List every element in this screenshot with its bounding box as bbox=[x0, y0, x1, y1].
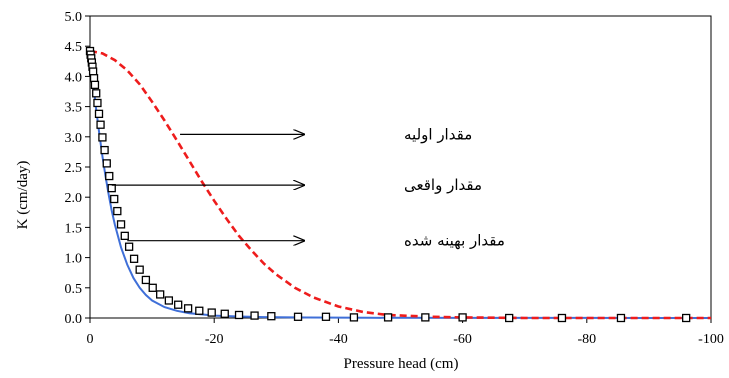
data-point bbox=[195, 306, 204, 315]
data-point bbox=[96, 120, 105, 129]
x-axis-title: Pressure head (cm) bbox=[344, 356, 459, 372]
data-point bbox=[98, 133, 107, 142]
data-point bbox=[94, 109, 104, 118]
data-point bbox=[135, 265, 144, 274]
annotation-label: مقدار اولیه bbox=[404, 125, 472, 143]
annotations: مقدار اولیه مقدار واقعی مقدار بهینه شده bbox=[111, 125, 505, 250]
plot-area bbox=[89, 15, 712, 319]
solid-series-line bbox=[89, 52, 712, 319]
y-tick-label: 0.0 bbox=[65, 312, 83, 327]
data-point bbox=[90, 80, 100, 90]
data-point bbox=[148, 283, 157, 292]
data-point bbox=[110, 194, 119, 204]
data-point bbox=[120, 231, 129, 241]
data-point bbox=[92, 89, 101, 98]
series-layer bbox=[85, 46, 712, 323]
data-point bbox=[93, 98, 102, 108]
y-tick-label: 1.5 bbox=[65, 221, 83, 236]
x-tick-label: -100 bbox=[698, 332, 724, 347]
x-tick-label: -80 bbox=[577, 332, 596, 347]
data-point bbox=[100, 145, 109, 155]
y-tick-label: 4.5 bbox=[65, 40, 83, 55]
x-axis: 0 -20 -40 -60 -80 -100 bbox=[87, 318, 724, 347]
annotation-label: مقدار بهینه شده bbox=[404, 232, 505, 250]
y-tick-label: 1.0 bbox=[65, 252, 83, 267]
data-point bbox=[557, 313, 567, 323]
x-tick-label: -40 bbox=[329, 332, 348, 347]
data-point bbox=[616, 313, 626, 323]
y-tick-label: 0.5 bbox=[65, 282, 83, 297]
data-point bbox=[124, 242, 134, 251]
data-point bbox=[293, 312, 303, 321]
data-point bbox=[220, 309, 229, 318]
dashed-series-line bbox=[89, 49, 711, 320]
data-point bbox=[141, 275, 151, 285]
x-tick-label: -60 bbox=[453, 332, 472, 347]
data-point bbox=[116, 220, 126, 229]
data-point bbox=[505, 313, 514, 323]
y-tick-label: 5.0 bbox=[65, 10, 83, 25]
data-point bbox=[421, 313, 430, 322]
data-point bbox=[174, 300, 183, 309]
data-point bbox=[129, 254, 139, 263]
data-point bbox=[102, 159, 111, 168]
data-point bbox=[156, 290, 165, 299]
data-point bbox=[267, 312, 276, 321]
data-point bbox=[88, 67, 98, 76]
data-point bbox=[105, 171, 114, 181]
data-point bbox=[89, 74, 99, 83]
plot-border bbox=[89, 15, 712, 319]
data-point bbox=[321, 312, 331, 321]
data-point bbox=[234, 310, 244, 320]
y-tick-label: 4.0 bbox=[65, 70, 83, 85]
data-point bbox=[458, 313, 467, 322]
data-point bbox=[207, 308, 216, 317]
x-tick-label: -20 bbox=[205, 332, 224, 347]
x-tick-label: 0 bbox=[87, 332, 94, 347]
y-tick-label: 2.5 bbox=[65, 161, 83, 176]
y-tick-label: 3.0 bbox=[65, 131, 83, 146]
y-axis: 0.0 0.5 1.0 1.5 2.0 2.5 3.0 3.5 4.0 4.5 5.0 bbox=[65, 10, 90, 327]
data-point bbox=[682, 313, 691, 323]
data-point bbox=[164, 296, 174, 305]
data-point bbox=[349, 313, 359, 322]
annotation-label: مقدار واقعی bbox=[404, 176, 482, 194]
data-point bbox=[383, 313, 393, 322]
data-point bbox=[183, 304, 193, 313]
data-point bbox=[250, 311, 259, 320]
y-axis-title: K (cm/day) bbox=[15, 161, 31, 230]
data-point bbox=[113, 206, 122, 216]
y-tick-label: 3.5 bbox=[65, 101, 83, 116]
y-tick-label: 2.0 bbox=[65, 191, 83, 206]
